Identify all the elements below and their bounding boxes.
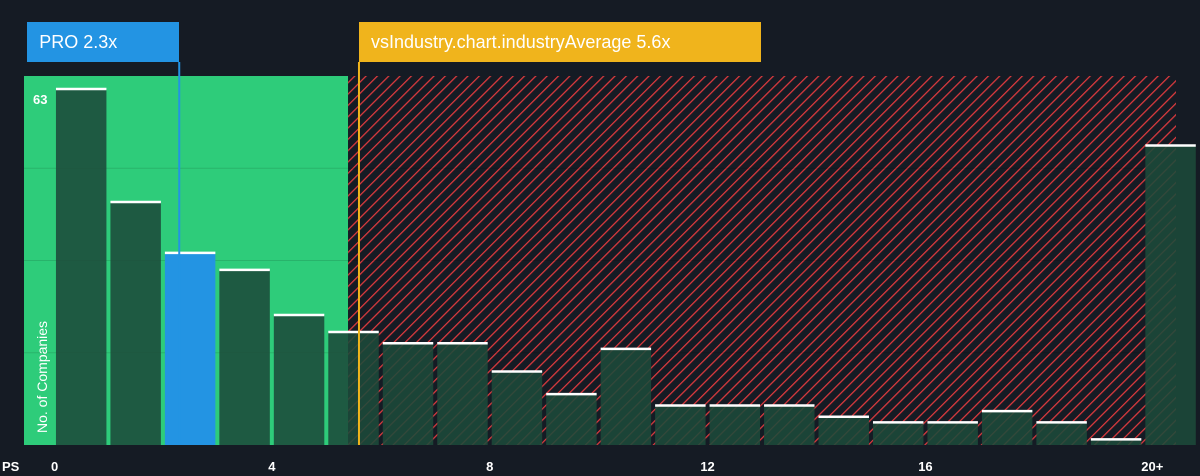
histogram-bar <box>981 411 1033 445</box>
histogram-bar <box>437 343 488 445</box>
histogram-bar <box>1036 422 1087 445</box>
histogram-bar <box>600 348 652 445</box>
y-axis-title: No. of Companies <box>34 321 50 433</box>
histogram-bar <box>491 371 543 445</box>
x-tick-label: 16 <box>918 459 932 474</box>
histogram-bar <box>709 405 761 445</box>
y-axis-max-label: 63 <box>33 92 47 107</box>
histogram-bar <box>764 405 815 445</box>
x-tick-label: 8 <box>486 459 493 474</box>
histogram-bar <box>55 89 107 445</box>
x-axis-ticks: 0 4 8 12 16 20+ <box>51 459 1164 474</box>
histogram-bar <box>1145 145 1196 445</box>
histogram-bar <box>164 252 216 445</box>
histogram-bars <box>55 87 1196 445</box>
company-ps-callout: PRO 2.3x <box>27 22 180 62</box>
histogram-bar <box>328 331 379 445</box>
histogram-bar <box>273 315 325 445</box>
histogram-bar <box>818 416 869 445</box>
x-axis-title: PS <box>2 459 20 474</box>
x-tick-label: 12 <box>700 459 714 474</box>
x-tick-label: 20+ <box>1141 459 1163 474</box>
histogram-bar <box>110 202 161 445</box>
histogram-bar <box>872 422 924 445</box>
histogram-bar <box>1090 439 1142 445</box>
x-tick-label: 4 <box>268 459 276 474</box>
gridlines <box>24 167 1176 354</box>
histogram-bar <box>655 405 706 445</box>
histogram-bar <box>219 269 270 445</box>
x-tick-label: 0 <box>51 459 58 474</box>
industry-average-callout: vsIndustry.chart.industryAverage 5.6x <box>358 22 761 62</box>
histogram-bar <box>927 422 978 445</box>
histogram-bar <box>546 394 597 445</box>
histogram-bar <box>382 343 434 445</box>
